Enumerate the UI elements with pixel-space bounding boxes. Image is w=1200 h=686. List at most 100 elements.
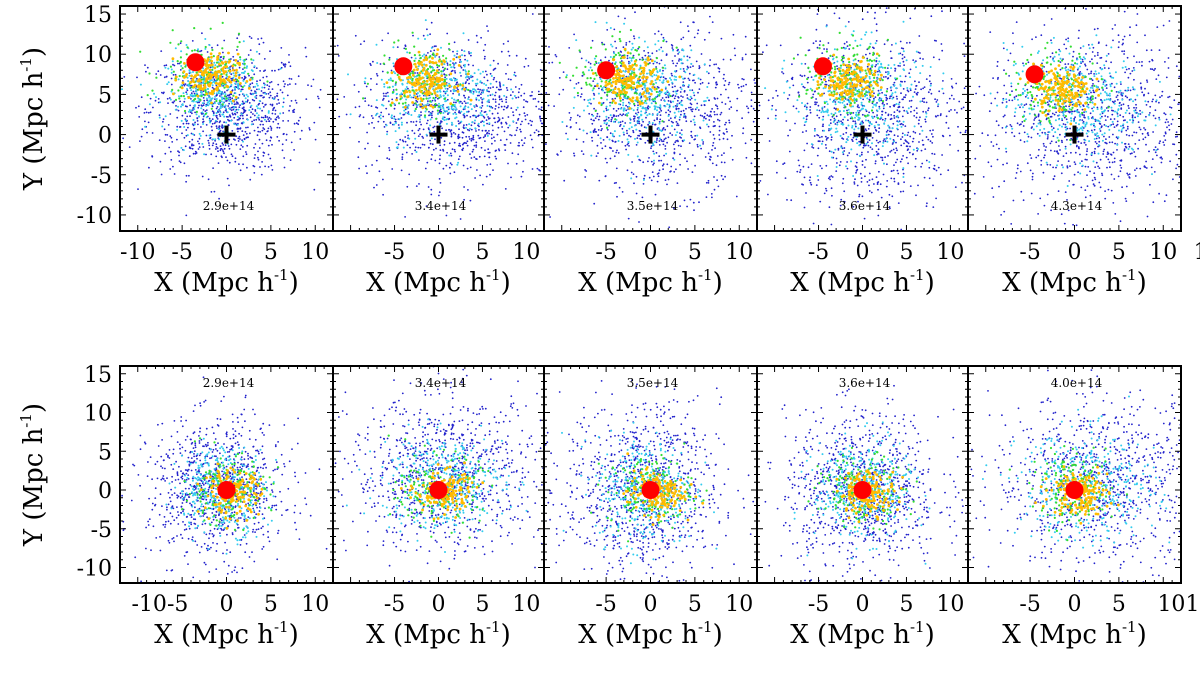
scatter-point (450, 135, 453, 138)
scatter-point (456, 53, 458, 55)
scatter-point (139, 140, 141, 143)
scatter-point (648, 176, 651, 179)
scatter-point (712, 142, 715, 144)
scatter-point (706, 70, 708, 73)
scatter-point (228, 99, 231, 102)
scatter-point (642, 80, 646, 83)
scatter-point (386, 130, 389, 133)
scatter-point (439, 86, 443, 90)
scatter-point (663, 64, 666, 67)
scatter-point (626, 76, 629, 80)
scatter-point (718, 129, 721, 132)
scatter-point (444, 87, 447, 90)
scatter-point (274, 69, 276, 72)
scatter-point (446, 94, 449, 97)
scatter-point (885, 7, 888, 9)
scatter-point (453, 54, 456, 57)
scatter-point (123, 76, 126, 78)
scatter-point (689, 106, 692, 109)
scatter-point (406, 185, 409, 188)
scatter-point (406, 51, 409, 54)
scatter-point (476, 78, 479, 81)
scatter-point (498, 81, 501, 84)
scatter-point (171, 88, 174, 91)
scatter-point (673, 148, 676, 150)
scatter-point (383, 126, 386, 128)
scatter-point (233, 138, 235, 141)
scatter-point (846, 109, 848, 112)
scatter-point (486, 25, 488, 27)
scatter-point (428, 74, 432, 78)
scatter-point (629, 28, 633, 32)
scatter-point (855, 161, 858, 164)
scatter-point (177, 109, 180, 112)
scatter-point (493, 68, 496, 70)
scatter-point (448, 154, 451, 157)
scatter-point (228, 184, 230, 187)
scatter-point (645, 58, 648, 61)
scatter-point (404, 101, 407, 104)
scatter-point (90, 74, 92, 76)
scatter-point (836, 65, 838, 67)
scatter-point (210, 125, 213, 128)
scatter-point (930, 82, 932, 85)
scatter-point (263, 128, 266, 131)
scatter-point (422, 58, 426, 62)
scatter-point (927, 109, 929, 112)
scatter-point (452, 112, 455, 115)
scatter-point (545, 92, 548, 94)
scatter-point (293, 111, 295, 113)
scatter-point (431, 114, 433, 117)
scatter-point (184, 83, 187, 85)
scatter-point (597, 134, 600, 137)
scatter-point (442, 112, 445, 114)
scatter-point (591, 136, 593, 139)
scatter-point (228, 102, 231, 105)
scatter-point (388, 58, 391, 61)
scatter-point (191, 143, 193, 146)
scatter-point (431, 105, 435, 109)
scatter-point (427, 52, 429, 54)
scatter-point (923, 176, 926, 179)
scatter-point (626, 138, 629, 141)
scatter-point (267, 144, 270, 147)
scatter-point (367, 142, 369, 145)
scatter-point (345, 113, 348, 116)
scatter-point (428, 130, 431, 133)
scatter-point (605, 21, 608, 24)
scatter-point (414, 72, 416, 74)
scatter-point (214, 139, 217, 142)
scatter-point (510, 107, 513, 109)
scatter-point (494, 91, 497, 94)
scatter-point (230, 77, 233, 80)
scatter-point (194, 150, 197, 153)
scatter-point (204, 47, 207, 50)
scatter-point (192, 75, 196, 79)
scatter-point (592, 131, 595, 134)
scatter-point (412, 142, 415, 145)
scatter-point (527, 122, 530, 125)
scatter-point (565, 74, 568, 77)
scatter-point (169, 113, 172, 115)
scatter-point (662, 143, 665, 146)
scatter-point (419, 146, 422, 149)
scatter-point (713, 113, 716, 116)
scatter-point (721, 101, 723, 104)
scatter-point (656, 106, 659, 109)
scatter-point (669, 132, 672, 135)
scatter-point (248, 78, 252, 82)
scatter-point (632, 129, 634, 132)
scatter-point (887, 133, 890, 136)
scatter-point (684, 77, 686, 80)
scatter-point (859, 172, 862, 175)
scatter-point (440, 46, 442, 49)
scatter-point (176, 125, 179, 128)
scatter-point (569, 79, 572, 82)
scatter-point (198, 115, 200, 118)
scatter-point (663, 154, 665, 157)
scatter-point (252, 86, 255, 88)
scatter-point (185, 73, 189, 76)
scatter-point (270, 118, 272, 120)
scatter-point (540, 108, 542, 111)
scatter-point (200, 95, 203, 98)
